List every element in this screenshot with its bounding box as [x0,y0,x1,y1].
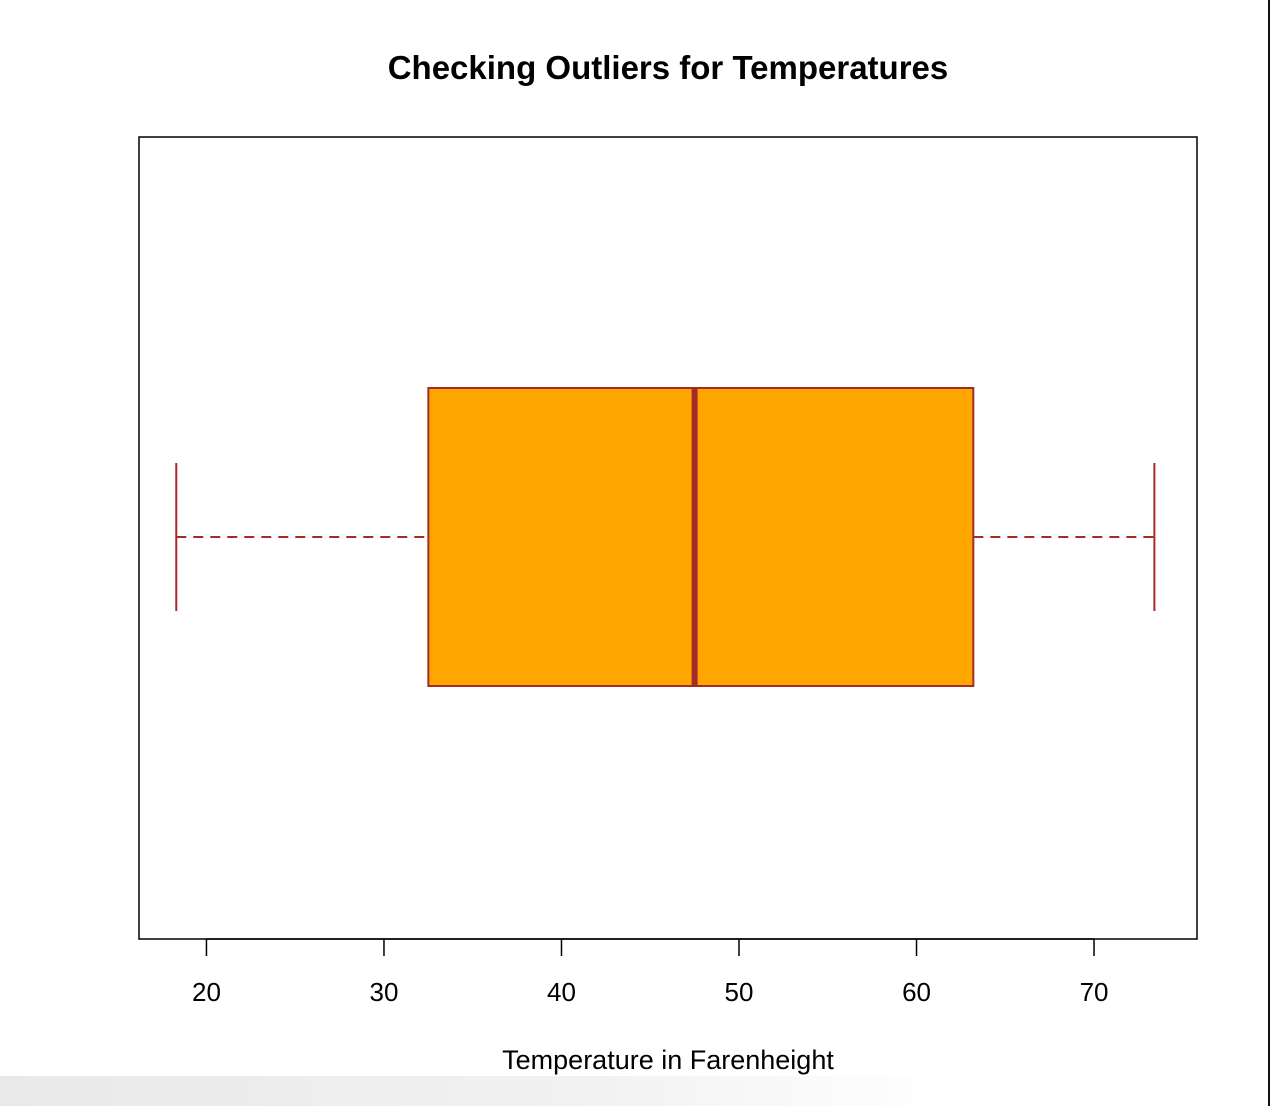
x-tick-label: 60 [902,977,931,1007]
iqr-box [427,387,975,687]
x-tick-label: 70 [1080,977,1109,1007]
right-border-line [1268,0,1270,1106]
x-axis: 20 30 40 50 60 70 [192,938,1109,1007]
x-tick-label: 30 [370,977,399,1007]
x-tick-label: 50 [725,977,754,1007]
chart-title: Checking Outliers for Temperatures [388,49,949,86]
x-axis-label: Temperature in Farenheight [502,1045,834,1075]
x-tick-label: 20 [192,977,221,1007]
x-tick-label: 40 [547,977,576,1007]
bottom-shadow [0,1076,1268,1106]
boxplot-marks [175,387,1156,687]
